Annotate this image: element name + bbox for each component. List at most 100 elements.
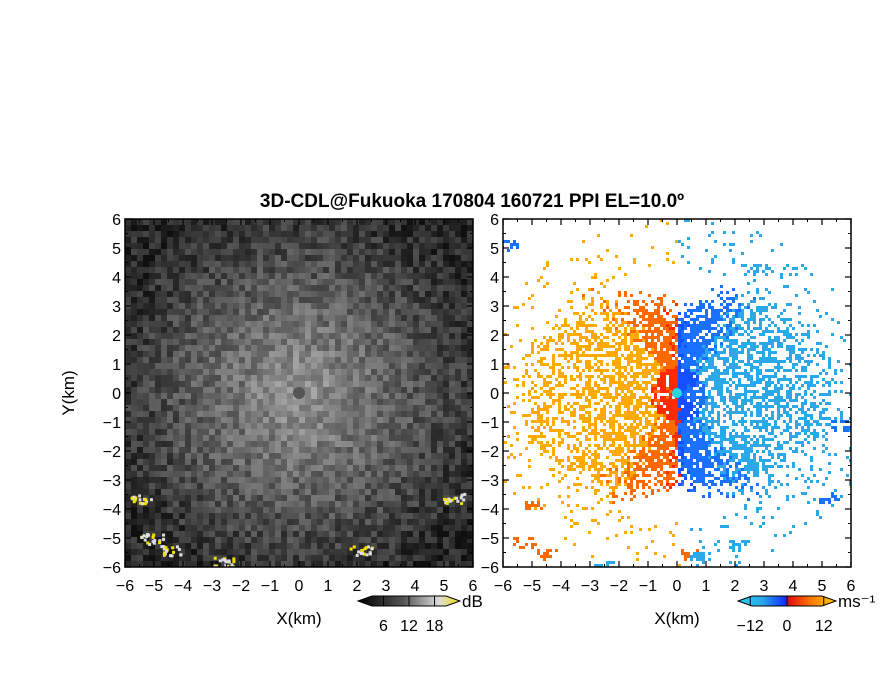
snr-cell xyxy=(257,243,263,249)
snr-cell xyxy=(407,507,413,513)
snr-cell xyxy=(467,309,473,315)
snr-cell xyxy=(467,531,473,537)
snr-cell xyxy=(185,399,191,405)
snr-cell xyxy=(275,285,281,291)
snr-cell xyxy=(371,303,377,309)
snr-cell xyxy=(191,453,197,459)
snr-cell xyxy=(167,387,173,393)
snr-cell xyxy=(401,555,407,561)
snr-cell xyxy=(353,237,359,243)
snr-clutter-pixel xyxy=(133,498,137,502)
snr-cell xyxy=(431,417,437,423)
velocity-pixel xyxy=(669,330,672,333)
snr-cell xyxy=(125,501,131,507)
snr-cell xyxy=(197,543,203,549)
velocity-pixel xyxy=(645,411,648,414)
snr-cell xyxy=(293,495,299,501)
velocity-pixel xyxy=(696,363,699,366)
snr-cell xyxy=(263,441,269,447)
snr-cell xyxy=(269,531,275,537)
velocity-pixel xyxy=(666,330,669,333)
snr-cell xyxy=(365,219,371,225)
snr-cell xyxy=(359,345,365,351)
velocity-pixel xyxy=(627,450,630,453)
snr-cell xyxy=(215,303,221,309)
snr-cell xyxy=(323,441,329,447)
snr-cell xyxy=(149,321,155,327)
snr-cell xyxy=(215,447,221,453)
snr-cell xyxy=(455,489,461,495)
snr-cell xyxy=(413,243,419,249)
velocity-pixel xyxy=(582,453,585,456)
snr-cell xyxy=(383,555,389,561)
snr-cell xyxy=(467,261,473,267)
snr-cell xyxy=(455,507,461,513)
velocity-pixel xyxy=(609,309,612,312)
snr-cell xyxy=(293,513,299,519)
snr-cell xyxy=(257,537,263,543)
snr-cell xyxy=(275,297,281,303)
snr-cell xyxy=(233,297,239,303)
velocity-pixel xyxy=(648,324,651,327)
velocity-pixel xyxy=(717,411,720,414)
snr-cell xyxy=(401,495,407,501)
snr-cell xyxy=(263,315,269,321)
snr-cell xyxy=(209,273,215,279)
snr-cell xyxy=(191,303,197,309)
snr-cell xyxy=(467,513,473,519)
snr-cell xyxy=(251,345,257,351)
snr-cell xyxy=(263,255,269,261)
snr-cell xyxy=(305,333,311,339)
snr-cell xyxy=(245,279,251,285)
snr-cell xyxy=(437,543,443,549)
snr-cell xyxy=(257,333,263,339)
snr-colorbar-ticks: 6 12 18 xyxy=(379,596,444,635)
snr-cell xyxy=(353,351,359,357)
snr-cell xyxy=(395,405,401,411)
velocity-pixel xyxy=(822,354,825,357)
snr-cell xyxy=(221,339,227,345)
snr-cell xyxy=(281,333,287,339)
snr-cell xyxy=(215,387,221,393)
snr-cell xyxy=(395,285,401,291)
snr-cell xyxy=(263,243,269,249)
snr-cell xyxy=(125,483,131,489)
snr-cell xyxy=(149,297,155,303)
snr-cell xyxy=(215,537,221,543)
velocity-pixel xyxy=(783,411,786,414)
snr-cell xyxy=(251,555,257,561)
snr-cell xyxy=(365,555,371,561)
snr-clutter-pixel xyxy=(213,556,217,560)
snr-cell xyxy=(437,477,443,483)
snr-cell xyxy=(401,351,407,357)
snr-cell xyxy=(359,465,365,471)
snr-cell xyxy=(275,237,281,243)
snr-cell xyxy=(281,447,287,453)
snr-cell xyxy=(311,321,317,327)
snr-cell xyxy=(323,231,329,237)
snr-cell xyxy=(251,381,257,387)
snr-cell xyxy=(281,405,287,411)
velocity-pixel xyxy=(642,471,645,474)
velocity-pixel xyxy=(678,414,681,417)
velocity-pixel xyxy=(687,438,690,441)
snr-cell xyxy=(173,285,179,291)
snr-cell xyxy=(269,537,275,543)
snr-cell xyxy=(239,483,245,489)
snr-cell xyxy=(137,483,143,489)
snr-cell xyxy=(395,333,401,339)
snr-cell xyxy=(155,249,161,255)
snr-cell xyxy=(407,345,413,351)
snr-cell xyxy=(353,447,359,453)
snr-cell xyxy=(269,435,275,441)
snr-cell xyxy=(311,501,317,507)
snr-cell xyxy=(341,267,347,273)
snr-cell xyxy=(167,375,173,381)
snr-cell xyxy=(185,297,191,303)
velocity-pixel xyxy=(585,339,588,342)
snr-cell xyxy=(419,399,425,405)
snr-cell xyxy=(209,405,215,411)
velocity-pixel xyxy=(750,486,753,489)
velocity-pixel xyxy=(795,375,798,378)
snr-cell xyxy=(407,219,413,225)
